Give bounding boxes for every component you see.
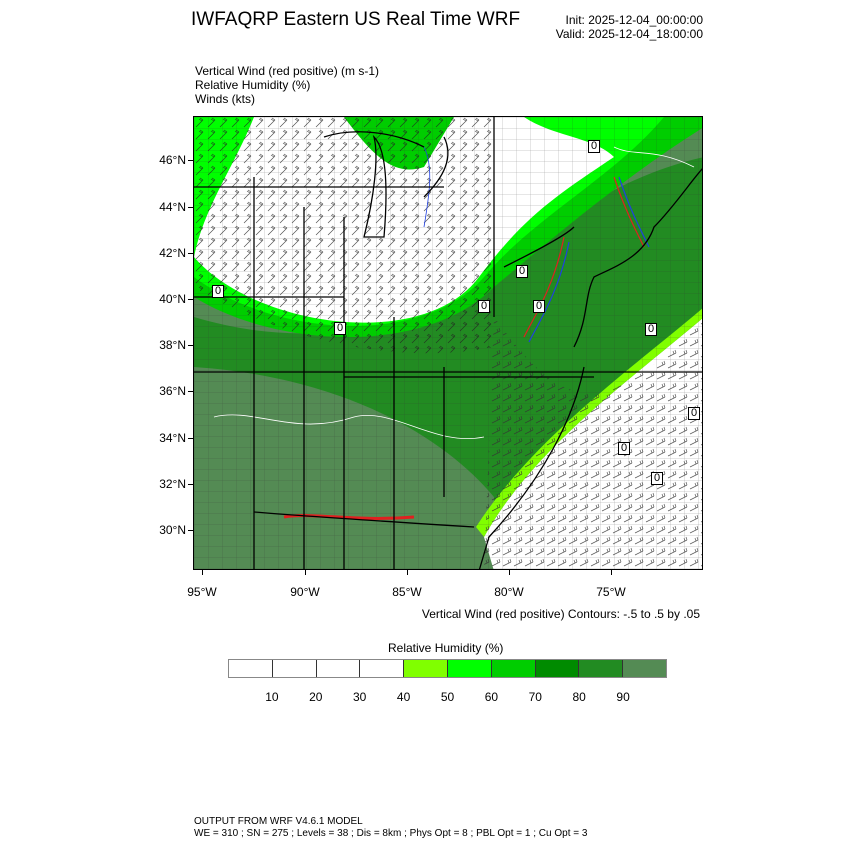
contour-label: 0 bbox=[688, 407, 701, 420]
colorbar-label: 30 bbox=[353, 690, 367, 704]
lat-label: 30°N bbox=[159, 523, 186, 537]
colorbar-swatch bbox=[447, 660, 492, 677]
lat-tick bbox=[188, 299, 193, 300]
contour-label: 0 bbox=[478, 300, 491, 313]
lat-tick bbox=[188, 438, 193, 439]
lon-tick bbox=[611, 570, 612, 575]
rh-colorbar bbox=[228, 659, 667, 678]
colorbar-label: 50 bbox=[440, 690, 455, 704]
contour-label: 0 bbox=[533, 300, 546, 313]
contour-label: 0 bbox=[334, 322, 347, 335]
init-time: Init: 2025-12-04_00:00:00 bbox=[565, 13, 703, 27]
lon-tick bbox=[509, 570, 510, 575]
lat-tick bbox=[188, 160, 193, 161]
lat-label: 42°N bbox=[159, 246, 186, 260]
rh-wind-map bbox=[194, 117, 702, 569]
colorbar-label: 60 bbox=[484, 690, 499, 704]
colorbar-swatch bbox=[272, 660, 317, 677]
colorbar-swatch bbox=[623, 660, 666, 677]
contour-label: 0 bbox=[212, 285, 225, 298]
lat-label: 44°N bbox=[159, 200, 186, 214]
lat-tick bbox=[188, 530, 193, 531]
colorbar-swatch bbox=[229, 660, 273, 677]
contour-label: 0 bbox=[645, 323, 658, 336]
lon-label: 85°W bbox=[392, 585, 422, 599]
lon-tick bbox=[305, 570, 306, 575]
colorbar-swatch bbox=[535, 660, 580, 677]
lon-tick bbox=[407, 570, 408, 575]
plot-title: IWFAQRP Eastern US Real Time WRF bbox=[191, 9, 521, 30]
lat-tick bbox=[188, 345, 193, 346]
lat-tick bbox=[188, 253, 193, 254]
lat-label: 38°N bbox=[159, 338, 186, 352]
lat-label: 32°N bbox=[159, 477, 186, 491]
contour-label: 0 bbox=[651, 472, 664, 485]
lon-label: 80°W bbox=[494, 585, 524, 599]
colorbar-swatch bbox=[404, 660, 448, 677]
lon-tick bbox=[202, 570, 203, 575]
field-label-winds: Winds (kts) bbox=[195, 92, 255, 106]
lon-label: 90°W bbox=[290, 585, 320, 599]
valid-time: Valid: 2025-12-04_18:00:00 bbox=[555, 27, 703, 41]
colorbar-swatch bbox=[491, 660, 536, 677]
weather-map: 0 0 0 0 0 0 0 0 0 0 bbox=[193, 116, 703, 570]
colorbar-label: 70 bbox=[528, 690, 542, 704]
footer-model: OUTPUT FROM WRF V4.6.1 MODEL bbox=[194, 816, 363, 827]
contour-info: Vertical Wind (red positive) Contours: -… bbox=[421, 607, 700, 621]
footer-config: WE = 310 ; SN = 275 ; Levels = 38 ; Dis … bbox=[194, 828, 588, 839]
colorbar-label: 40 bbox=[396, 690, 411, 704]
geographic-boundaries bbox=[194, 117, 702, 569]
field-label-rh: Relative Humidity (%) bbox=[195, 78, 311, 92]
lon-label: 95°W bbox=[187, 585, 217, 599]
contour-label: 0 bbox=[588, 140, 601, 153]
lat-tick bbox=[188, 391, 193, 392]
lat-label: 40°N bbox=[159, 292, 186, 306]
contour-label: 0 bbox=[618, 442, 631, 455]
colorbar-label: 90 bbox=[616, 690, 630, 704]
vertical-wind-contours bbox=[213, 146, 695, 520]
colorbar-swatch bbox=[360, 660, 405, 677]
colorbar-swatch bbox=[579, 660, 624, 677]
colorbar-title: Relative Humidity (%) bbox=[388, 641, 504, 655]
colorbar-swatch bbox=[316, 660, 361, 677]
colorbar-label: 20 bbox=[309, 690, 323, 704]
colorbar-label: 10 bbox=[265, 690, 279, 704]
colorbar-label: 80 bbox=[572, 690, 586, 704]
lat-label: 36°N bbox=[159, 384, 186, 398]
lat-label: 46°N bbox=[159, 153, 186, 167]
contour-label: 0 bbox=[516, 265, 529, 278]
field-label-vertical-wind: Vertical Wind (red positive) (m s-1) bbox=[195, 64, 380, 78]
lon-label: 75°W bbox=[596, 585, 626, 599]
lat-label: 34°N bbox=[159, 431, 186, 445]
lat-tick bbox=[188, 484, 193, 485]
lat-tick bbox=[188, 207, 193, 208]
